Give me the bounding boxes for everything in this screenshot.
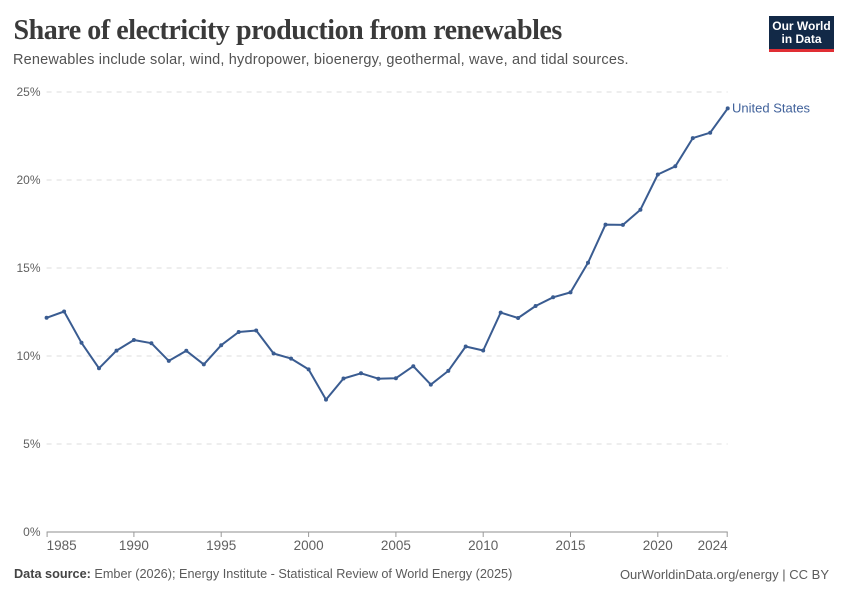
- svg-text:2005: 2005: [381, 538, 411, 553]
- svg-text:0%: 0%: [23, 525, 41, 539]
- svg-text:2020: 2020: [643, 538, 673, 553]
- svg-text:15%: 15%: [16, 261, 40, 275]
- svg-text:2000: 2000: [294, 538, 324, 553]
- svg-text:25%: 25%: [16, 85, 40, 99]
- svg-text:10%: 10%: [16, 349, 40, 363]
- svg-text:1985: 1985: [47, 538, 77, 553]
- svg-text:5%: 5%: [23, 437, 41, 451]
- svg-text:1995: 1995: [206, 538, 236, 553]
- svg-text:2024: 2024: [698, 538, 729, 553]
- svg-text:20%: 20%: [16, 173, 40, 187]
- svg-text:2010: 2010: [468, 538, 498, 553]
- svg-text:1990: 1990: [119, 538, 149, 553]
- svg-text:United States: United States: [732, 101, 811, 116]
- svg-text:2015: 2015: [555, 538, 585, 553]
